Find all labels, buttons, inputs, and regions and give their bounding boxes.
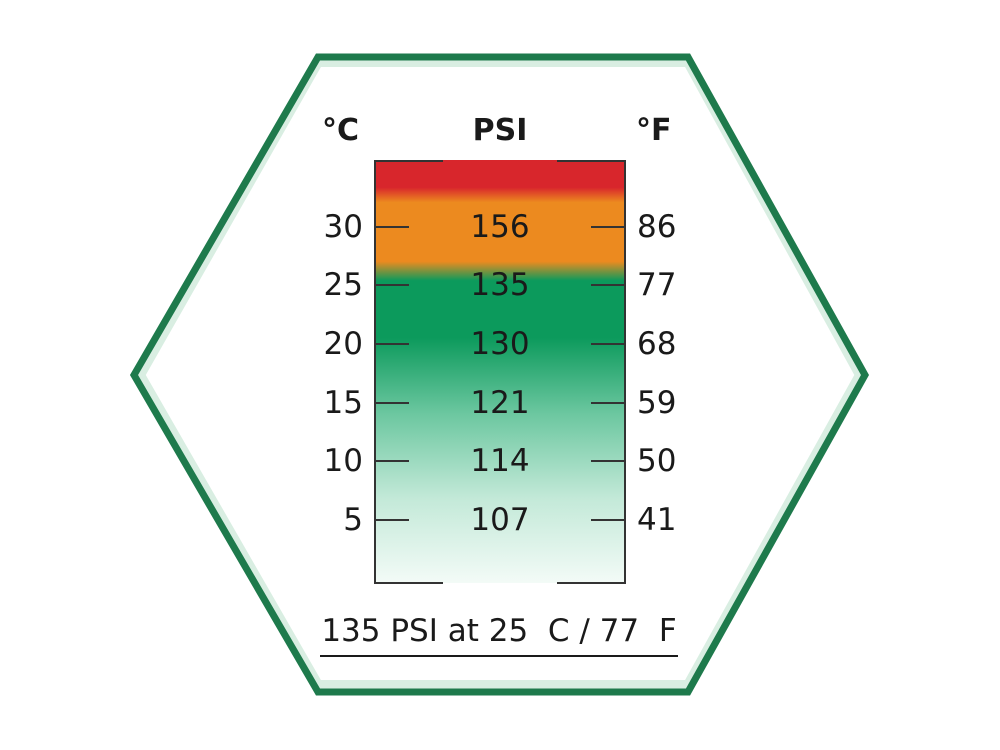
pressure-color-bar (375, 160, 625, 583)
psi-header: PSI (472, 113, 528, 148)
celsius-value: 5 (343, 502, 363, 538)
footer-spec: 135 PSI at 25 C / 77 F (321, 613, 677, 649)
fahrenheit-value: 59 (637, 385, 677, 421)
celsius-value: 15 (323, 385, 363, 421)
celsius-value: 10 (323, 443, 363, 479)
fahrenheit-value: 50 (637, 443, 677, 479)
fahrenheit-value: 86 (637, 209, 677, 245)
hexagon-frame (129, 53, 870, 696)
bar-outline (374, 160, 626, 584)
psi-value: 130 (470, 326, 530, 362)
celsius-value: 30 (323, 209, 363, 245)
psi-value: 114 (470, 443, 530, 479)
celsius-value: 20 (323, 326, 363, 362)
fahrenheit-value: 77 (637, 267, 677, 303)
fahrenheit-value: 41 (637, 502, 677, 538)
psi-value: 135 (470, 267, 530, 303)
fahrenheit-header: °F (636, 113, 672, 148)
celsius-value: 25 (323, 267, 363, 303)
psi-value: 121 (470, 385, 530, 421)
celsius-header: °C (322, 113, 360, 148)
psi-value: 107 (470, 502, 530, 538)
fahrenheit-value: 68 (637, 326, 677, 362)
psi-value: 156 (470, 209, 530, 245)
